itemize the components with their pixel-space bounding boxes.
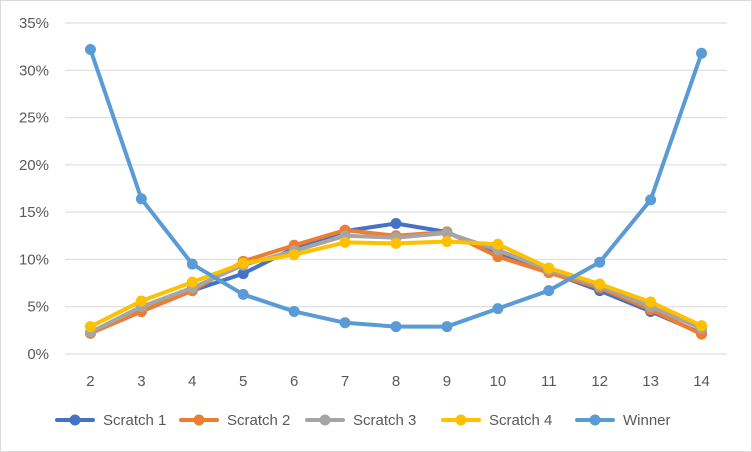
legend-entry: Scratch 4 <box>441 412 552 429</box>
legend-label: Scratch 3 <box>353 412 416 429</box>
data-point <box>237 268 249 280</box>
y-tick-label: 0% <box>27 346 49 363</box>
x-tick-label: 9 <box>443 373 451 390</box>
x-tick-label: 6 <box>290 373 298 390</box>
data-point <box>645 296 657 308</box>
data-point <box>84 43 96 55</box>
data-point <box>84 321 96 333</box>
legend: Scratch 1 Scratch 2 Scratch 3 Scratch 4 Winn… <box>55 412 671 429</box>
data-point <box>237 257 249 269</box>
data-point <box>135 193 147 205</box>
legend-swatch-marker <box>455 414 467 426</box>
y-tick-label: 10% <box>19 251 49 268</box>
data-point <box>492 238 504 250</box>
legend-swatch-marker <box>193 414 205 426</box>
legend-label: Scratch 1 <box>103 412 166 429</box>
x-axis-tick-labels: 2 3 4 5 6 7 8 9 10 11 12 13 14 <box>86 373 710 390</box>
x-tick-label: 10 <box>490 373 507 390</box>
data-point <box>339 317 351 329</box>
data-point <box>186 258 198 270</box>
data-point <box>492 303 504 315</box>
y-axis-tick-labels: 0% 5% 10% 15% 20% 25% 30% 35% <box>19 15 49 363</box>
legend-entry: Scratch 1 <box>55 412 166 429</box>
y-tick-label: 35% <box>19 15 49 32</box>
legend-swatch-marker <box>69 414 81 426</box>
data-point <box>543 262 555 274</box>
series-winner <box>84 43 708 333</box>
data-point <box>135 295 147 307</box>
x-tick-label: 14 <box>693 373 710 390</box>
gridlines <box>65 22 727 355</box>
x-tick-label: 13 <box>642 373 659 390</box>
y-tick-label: 15% <box>19 204 49 221</box>
data-point <box>186 276 198 288</box>
data-point <box>594 278 606 290</box>
legend-swatch-marker <box>589 414 601 426</box>
data-point <box>339 236 351 248</box>
series-scratch-4 <box>84 235 708 333</box>
data-point <box>543 285 555 297</box>
data-point <box>288 305 300 317</box>
y-tick-label: 25% <box>19 110 49 127</box>
data-point <box>441 235 453 247</box>
legend-label: Winner <box>623 412 671 429</box>
y-tick-label: 20% <box>19 157 49 174</box>
y-tick-label: 30% <box>19 62 49 79</box>
legend-entry: Scratch 3 <box>305 412 416 429</box>
legend-label: Scratch 4 <box>489 412 552 429</box>
data-point <box>696 47 708 59</box>
data-point <box>441 321 453 333</box>
legend-label: Scratch 2 <box>227 412 290 429</box>
data-point <box>645 194 657 206</box>
x-tick-label: 4 <box>188 373 196 390</box>
x-tick-label: 11 <box>541 373 557 390</box>
legend-entry: Scratch 2 <box>179 412 290 429</box>
data-point <box>390 217 402 229</box>
series-layer <box>84 43 708 340</box>
data-point <box>441 227 453 239</box>
x-tick-label: 5 <box>239 373 247 390</box>
y-tick-label: 5% <box>27 299 49 316</box>
x-tick-label: 12 <box>591 373 608 390</box>
legend-swatch-marker <box>319 414 331 426</box>
data-point <box>594 256 606 268</box>
x-tick-label: 3 <box>137 373 145 390</box>
data-point <box>390 321 402 333</box>
data-point <box>390 237 402 249</box>
data-point <box>696 320 708 332</box>
x-tick-label: 7 <box>341 373 349 390</box>
x-tick-label: 8 <box>392 373 400 390</box>
legend-entry: Winner <box>575 412 671 429</box>
data-point <box>237 288 249 300</box>
data-point <box>288 249 300 261</box>
x-tick-label: 2 <box>86 373 94 390</box>
